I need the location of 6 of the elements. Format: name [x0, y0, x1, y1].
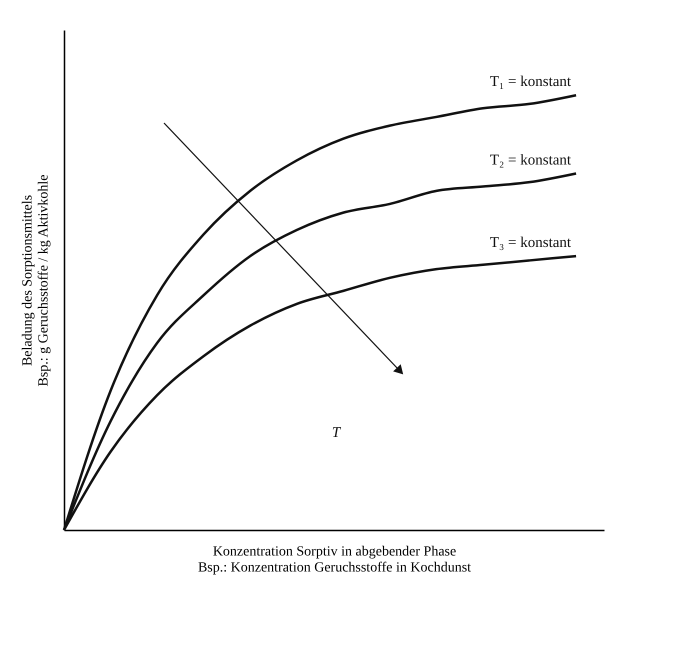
- annotation: T: [332, 425, 342, 441]
- series-label: T₁ = konstant: [490, 74, 572, 90]
- x-axis-title: Konzentration Sorptiv in abgebender Phase Bsp.: Konzentration Geruchsstoffe in Kochdunst: [198, 544, 472, 576]
- series-label: T₃ = konstant: [490, 235, 572, 252]
- series-label: T₂ = konstant: [490, 152, 572, 168]
- y-axis-title: Beladung des Sorptionsmittels Bsp.: g Geruchsstoffe / kg Aktivkohle: [20, 174, 52, 387]
